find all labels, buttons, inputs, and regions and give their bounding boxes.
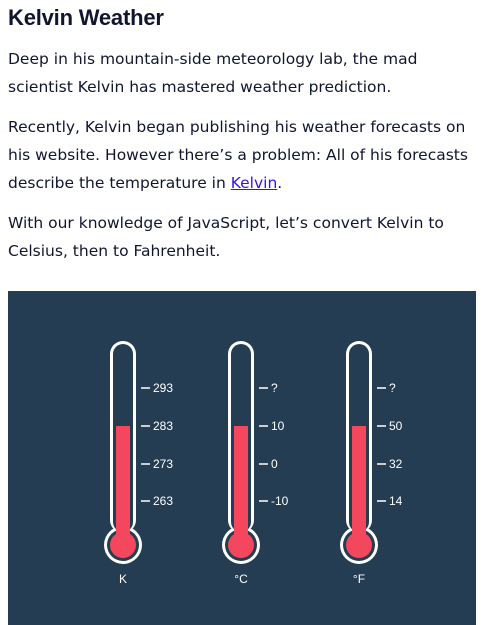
mercury-column	[352, 426, 366, 545]
tick-label: 293	[153, 381, 173, 395]
page-title: Kelvin Weather	[8, 5, 164, 30]
tick-label: 0	[271, 457, 278, 471]
tick-label: 10	[271, 419, 285, 433]
article: Kelvin Weather Deep in his mountain-side…	[0, 0, 481, 265]
tick-label: 263	[153, 494, 173, 508]
tick-label: 50	[389, 419, 403, 433]
mercury-column	[234, 426, 248, 545]
mercury-bulb	[346, 532, 372, 558]
problem-text: Recently, Kelvin began publishing his we…	[8, 118, 468, 192]
intro-paragraph: Deep in his mountain-side meteorology la…	[8, 50, 418, 96]
tick-label: 283	[153, 419, 173, 433]
tick-label: 273	[153, 457, 173, 471]
mercury-bulb	[110, 532, 136, 558]
unit-label: °F	[353, 572, 365, 586]
mercury-bulb	[228, 532, 254, 558]
tick-label: 14	[389, 494, 403, 508]
tick-label: ?	[389, 381, 396, 395]
kelvin-link[interactable]: Kelvin	[230, 174, 278, 192]
task-paragraph: With our knowledge of JavaScript, let’s …	[8, 214, 444, 260]
unit-label: °C	[234, 572, 248, 586]
mercury-column	[116, 426, 130, 545]
thermometers-graphic: 293 283 273 263 K? 10 0 -10 °C? 50 32 14 °F	[104, 341, 403, 586]
tick-label: ?	[271, 381, 278, 395]
problem-paragraph: Recently, Kelvin began publishing his we…	[8, 113, 473, 197]
tick-label: -10	[271, 494, 289, 508]
tick-label: 32	[389, 457, 403, 471]
unit-label: K	[119, 572, 127, 586]
thermometer-illustration: 293 283 273 263 K? 10 0 -10 °C? 50 32 14 °F	[8, 291, 476, 625]
problem-text-end: .	[277, 174, 283, 192]
